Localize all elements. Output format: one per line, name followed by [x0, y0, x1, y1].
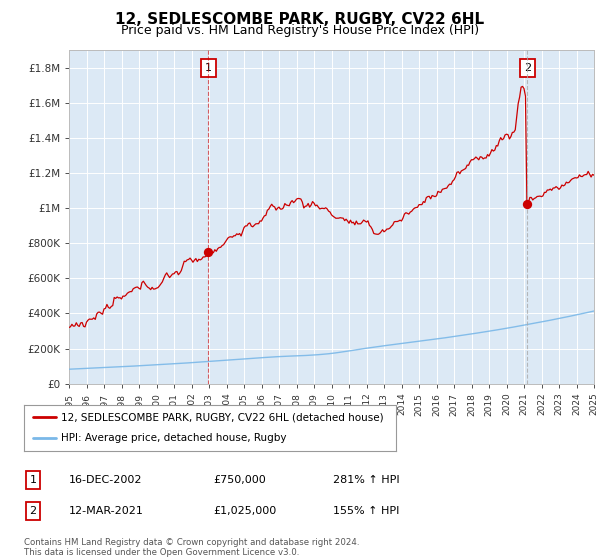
Point [203, 248, 213, 256]
Text: 12-MAR-2021: 12-MAR-2021 [69, 506, 144, 516]
Text: Contains HM Land Registry data © Crown copyright and database right 2024.
This d: Contains HM Land Registry data © Crown c… [24, 538, 359, 557]
Text: 1: 1 [205, 63, 212, 73]
Text: 1: 1 [29, 475, 37, 485]
Text: £750,000: £750,000 [213, 475, 266, 485]
Text: 12, SEDLESCOMBE PARK, RUGBY, CV22 6HL: 12, SEDLESCOMBE PARK, RUGBY, CV22 6HL [115, 12, 485, 27]
Text: £1,025,000: £1,025,000 [213, 506, 276, 516]
Text: 2: 2 [29, 506, 37, 516]
Text: Price paid vs. HM Land Registry's House Price Index (HPI): Price paid vs. HM Land Registry's House … [121, 24, 479, 36]
Text: 2: 2 [524, 63, 531, 73]
Text: HPI: Average price, detached house, Rugby: HPI: Average price, detached house, Rugb… [61, 433, 287, 444]
Text: 155% ↑ HPI: 155% ↑ HPI [333, 506, 400, 516]
Point [523, 199, 532, 208]
Text: 12, SEDLESCOMBE PARK, RUGBY, CV22 6HL (detached house): 12, SEDLESCOMBE PARK, RUGBY, CV22 6HL (d… [61, 412, 384, 422]
Text: 16-DEC-2002: 16-DEC-2002 [69, 475, 143, 485]
Text: 281% ↑ HPI: 281% ↑ HPI [333, 475, 400, 485]
